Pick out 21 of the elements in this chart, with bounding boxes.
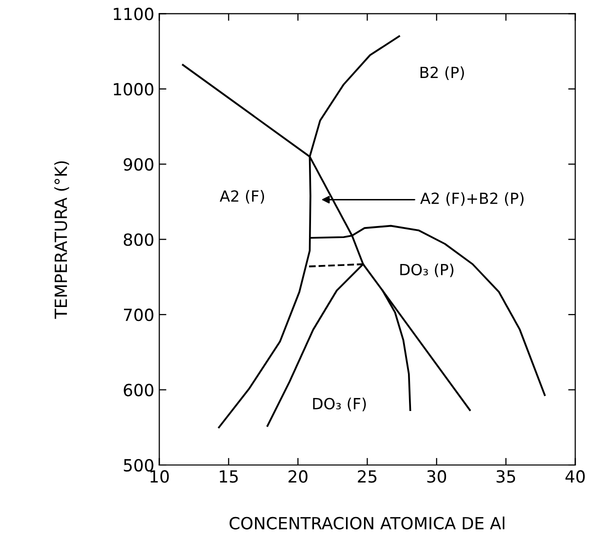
x-tick-label: 30 [427,470,446,483]
x-tick-label: 15 [220,470,238,483]
annotation: A2 (F) [220,190,264,204]
y-axis-title: TEMPERATURA (°K) [54,161,70,319]
y-tick-label: 1100 [114,8,154,20]
y-tick-label: 700 [124,308,154,322]
x-tick-label: 25 [358,470,376,483]
annotation: B2 (P) [420,66,464,80]
y-tick-label: 1000 [114,82,154,96]
y-tick-label: 900 [124,158,154,171]
annotation: A2 (F)+B2 (P) [420,192,524,206]
x-tick-label: 35 [496,470,516,483]
y-tick-label: 600 [124,384,154,396]
x-tick-label: 10 [150,470,169,483]
annotation: DO₃ (P) [400,264,454,278]
annotation: DO₃ (F) [313,398,366,412]
x-axis-title: CONCENTRACION ATOMICA DE Al [230,516,504,530]
y-tick-label: 500 [124,458,154,472]
y-tick-label: 800 [124,233,154,246]
x-tick-label: 40 [565,470,585,483]
x-tick-label: 20 [288,470,308,483]
